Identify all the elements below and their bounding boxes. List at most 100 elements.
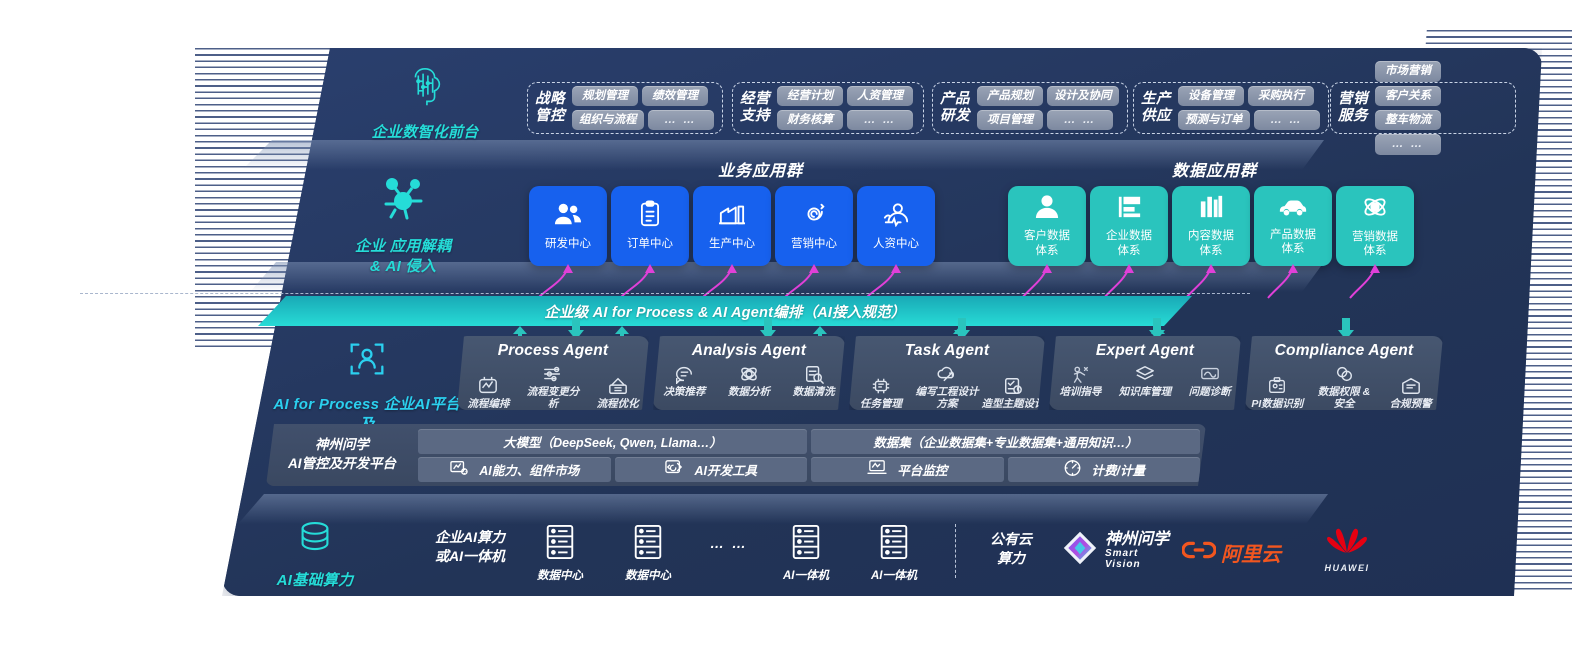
domain-chip[interactable]: 整车物流 xyxy=(1375,110,1441,131)
domain-chip[interactable]: 产品规划 xyxy=(977,85,1043,106)
agent-capability-label: 知识库管理 xyxy=(1118,386,1172,398)
agent-card-expert[interactable]: Expert Agent 培训指导 知识库管理 问题诊断 xyxy=(1049,336,1241,410)
domain-chip[interactable]: 组织与流程 xyxy=(572,110,644,131)
app-card-marketing-center[interactable]: 营销中心 xyxy=(775,186,853,266)
agent-capability[interactable]: 问题诊断 xyxy=(1178,364,1241,398)
domain-group-product-rd[interactable]: 产品 研发 产品规划 设计及协同 项目管理 … … xyxy=(932,82,1128,134)
factory-chart-icon xyxy=(718,201,746,232)
agent-capability[interactable]: 数据权限 & 安全 xyxy=(1312,364,1377,410)
domain-chip[interactable]: 经营计划 xyxy=(777,85,843,106)
atom-orbit-icon xyxy=(1362,194,1388,225)
infra-label: AI一体机 xyxy=(783,570,829,582)
vendor-logo-shenzhou[interactable]: 神州问学 Smart Vision xyxy=(1062,530,1172,571)
rail-label: AI for Process xyxy=(273,396,380,413)
agent-capability[interactable]: 流程优化 xyxy=(586,376,649,410)
users-group-icon xyxy=(554,201,582,232)
agent-capability[interactable]: PI数据识别 xyxy=(1245,376,1310,410)
app-card-marketing-data[interactable]: 营销数据 体系 xyxy=(1336,186,1414,266)
platform-name: 神州问学 AI管控及开发平台 xyxy=(288,437,396,471)
infra-item-public-cloud: 公有云 算力 xyxy=(978,530,1044,568)
app-card-order-center[interactable]: 订单中心 xyxy=(611,186,689,266)
domain-chip[interactable]: 人资管理 xyxy=(847,85,913,106)
domain-chip[interactable]: 采购执行 xyxy=(1248,85,1314,106)
domain-group-marketing-service[interactable]: 营销 服务 市场营销 客户关系 整车物流 … … xyxy=(1330,61,1516,155)
target-spiral-icon xyxy=(801,201,827,232)
agent-capability[interactable]: 流程变更分析 xyxy=(522,364,585,410)
agent-capability[interactable]: 编写工程设计方案 xyxy=(915,364,979,410)
app-card-label: 人资中心 xyxy=(873,237,919,250)
domain-chip[interactable]: 规划管理 xyxy=(572,85,638,106)
platform-cell-billing[interactable]: 计费/计量 xyxy=(1007,456,1200,482)
vendor-logo-aliyun[interactable]: 阿里云 xyxy=(1181,538,1292,567)
infra-divider xyxy=(955,524,956,578)
agent-capability-label: 数据分析 xyxy=(728,386,770,398)
domain-chip[interactable]: 设备管理 xyxy=(1178,85,1244,106)
agent-capability[interactable]: 决策推荐 xyxy=(653,364,716,398)
platform-cell-ai-market[interactable]: AI能力、组件市场 xyxy=(418,456,611,482)
shenzhou-diamond-logo xyxy=(1062,530,1098,571)
infra-item-ai-appliance-1[interactable]: AI一体机 xyxy=(778,524,834,583)
domain-chip-more[interactable]: … … xyxy=(1047,110,1113,131)
app-card-hr-center[interactable]: 人资中心 xyxy=(857,186,935,266)
agent-capability[interactable]: 合规预警 xyxy=(1378,376,1443,410)
app-card-product-data[interactable]: 产品数据 体系 xyxy=(1254,186,1332,266)
domain-chip[interactable]: 设计及协同 xyxy=(1047,85,1119,106)
platform-row-tools: AI能力、组件市场 AI开发工具 平台监控 xyxy=(418,456,1200,482)
platform-cell-monitoring[interactable]: 平台监控 xyxy=(811,456,1004,482)
agent-card-task[interactable]: Task Agent 任务管理 编写工程设计方案 造型主题设计 xyxy=(849,336,1045,410)
infra-item-enterprise-compute: 企业AI算力 或AI一体机 xyxy=(415,528,525,566)
app-card-enterprise-data[interactable]: 企业数据 体系 xyxy=(1090,186,1168,266)
domain-chip[interactable]: 项目管理 xyxy=(977,110,1043,131)
infra-item-datacenter-1[interactable]: 数据中心 xyxy=(532,524,588,583)
domain-group-production-supply[interactable]: 生产 供应 设备管理 采购执行 预测与订单 … … xyxy=(1133,82,1329,134)
app-card-customer-data[interactable]: 客户数据 体系 xyxy=(1008,186,1086,266)
domain-chip[interactable]: 预测与订单 xyxy=(1178,110,1250,131)
platform-cell-llm[interactable]: 大模型（DeepSeek, Qwen, Llama…） xyxy=(418,428,807,454)
platform-cell-dataset[interactable]: 数据集（企业数据集+专业数据集+通用知识…） xyxy=(811,428,1200,454)
infra-item-datacenter-2[interactable]: 数据中心 xyxy=(620,524,676,583)
infra-item-ellipsis: … … xyxy=(700,534,758,553)
agent-capability[interactable]: 培训指导 xyxy=(1049,364,1112,398)
domain-chip-more[interactable]: … … xyxy=(647,110,714,131)
domain-chip-more[interactable]: … … xyxy=(1375,134,1441,155)
agent-capability-label: 编写工程设计方案 xyxy=(915,386,979,411)
domain-chip[interactable]: 绩效管理 xyxy=(642,85,708,106)
domain-chip-more[interactable]: … … xyxy=(1253,110,1320,131)
domain-chip-more[interactable]: … … xyxy=(847,110,913,131)
person-pulse-icon xyxy=(882,201,910,232)
domain-group-strategy[interactable]: 战略 管控 规划管理 绩效管理 组织与流程 … … xyxy=(527,82,723,134)
agent-capability[interactable]: 流程编排 xyxy=(457,376,520,410)
user-avatar-icon xyxy=(1035,194,1059,224)
domain-chip[interactable]: 市场营销 xyxy=(1375,61,1441,82)
agent-capability[interactable]: 数据清洗 xyxy=(782,364,845,398)
platform-cell-dev-tools[interactable]: AI开发工具 xyxy=(614,456,807,482)
domain-title: 产品 研发 xyxy=(940,90,970,124)
platform-grid: 大模型（DeepSeek, Qwen, Llama…） 数据集（企业数据集+专业… xyxy=(418,428,1206,482)
agent-card-compliance[interactable]: Compliance Agent PI数据识别 数据权限 & 安全 合规预警 xyxy=(1245,336,1443,410)
agent-title: Expert Agent xyxy=(1095,342,1195,359)
app-card-rd-center[interactable]: 研发中心 xyxy=(529,186,607,266)
infra-label: 数据中心 xyxy=(625,570,671,582)
platform-cell-label: 平台监控 xyxy=(897,463,948,478)
domain-chip[interactable]: 客户关系 xyxy=(1375,85,1441,106)
domain-chip[interactable]: 财务核算 xyxy=(777,110,843,131)
infra-item-ai-appliance-2[interactable]: AI一体机 xyxy=(866,524,922,583)
app-card-label: 生产中心 xyxy=(709,237,755,250)
app-card-production-center[interactable]: 生产中心 xyxy=(693,186,771,266)
domain-group-operations[interactable]: 经营 支持 经营计划 人资管理 财务核算 … … xyxy=(732,82,924,134)
agent-card-process[interactable]: Process Agent 流程编排 流程变更分析 流程优化 xyxy=(457,336,649,410)
server-rack-icon xyxy=(631,524,665,565)
app-card-content-data[interactable]: 内容数据 体系 xyxy=(1172,186,1250,266)
agent-title: Analysis Agent xyxy=(691,342,807,359)
app-card-label: 研发中心 xyxy=(545,237,591,250)
platform-cell-label: 计费/计量 xyxy=(1091,463,1145,478)
agent-capability[interactable]: 造型主题设计 xyxy=(981,376,1045,410)
agent-down-arrow xyxy=(567,318,584,340)
app-card-label: 订单中心 xyxy=(627,238,673,251)
agent-capability[interactable]: 知识库管理 xyxy=(1114,364,1177,398)
agent-capability[interactable]: 数据分析 xyxy=(718,364,781,398)
infra-label: 数据中心 xyxy=(537,570,583,582)
agent-card-analysis[interactable]: Analysis Agent 决策推荐 数据分析 数据清洗 xyxy=(653,336,845,410)
vendor-logo-huawei[interactable]: HUAWEI xyxy=(1312,524,1382,573)
agent-capability[interactable]: 任务管理 xyxy=(849,376,913,410)
